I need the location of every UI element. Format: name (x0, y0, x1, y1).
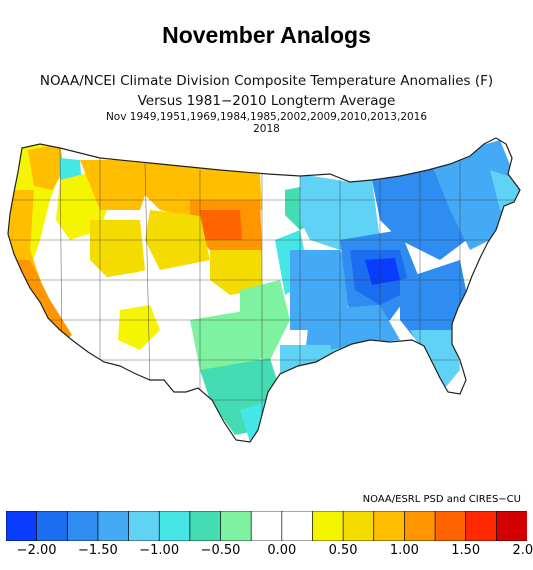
colorbar-tick-label: −0.50 (200, 543, 241, 558)
subtitle-line-2: Versus 1981−2010 Longterm Average (137, 93, 396, 109)
target-year-line: 2018 (253, 123, 280, 135)
colorbar-bin (66, 511, 99, 541)
colorbar-bin (97, 511, 130, 541)
data-credit: NOAA/ESRL PSD and CIRES−CU (362, 494, 521, 505)
colorbar-tick-label: 1.00 (389, 543, 419, 558)
colorbar-tick-label: −1.50 (77, 543, 118, 558)
colorbar-bin (36, 511, 69, 541)
colorbar-bin (189, 511, 222, 541)
colorbar-bin (373, 511, 406, 541)
colorbar (6, 511, 527, 541)
colorbar-bin (281, 511, 314, 541)
colorbar-bin (220, 511, 253, 541)
colorbar-tick-label: −2.00 (16, 543, 57, 558)
subtitle-line-1: NOAA/NCEI Climate Division Composite Tem… (39, 73, 494, 89)
colorbar-bin (250, 511, 283, 541)
colorbar-tick-labels: −2.00 −1.50 −1.00 −0.50 0.00 0.50 1.00 1.50 2.00 (0, 543, 533, 561)
colorbar-bin (128, 511, 161, 541)
colorbar-bin (434, 511, 467, 541)
map-title: November Analogs (162, 22, 371, 48)
colorbar-tick-label: 0.50 (328, 543, 358, 558)
us-anomaly-map (7, 137, 521, 443)
colorbar-bin (404, 511, 436, 541)
colorbar-tick-label: 1.50 (451, 543, 481, 558)
years-line: Nov 1949,1951,1969,1984,1985,2002,2009,2… (105, 111, 428, 123)
colorbar-bin (342, 511, 375, 541)
colorbar-tick-label: 2.00 (512, 543, 533, 558)
colorbar-bin (465, 511, 498, 541)
colorbar-bin (312, 511, 344, 541)
colorbar-bin (6, 511, 38, 541)
colorbar-bin (496, 511, 527, 541)
colorbar-tick-label: 0.00 (267, 543, 297, 558)
colorbar-tick-label: −1.00 (139, 543, 180, 558)
colorbar-bin (158, 511, 191, 541)
